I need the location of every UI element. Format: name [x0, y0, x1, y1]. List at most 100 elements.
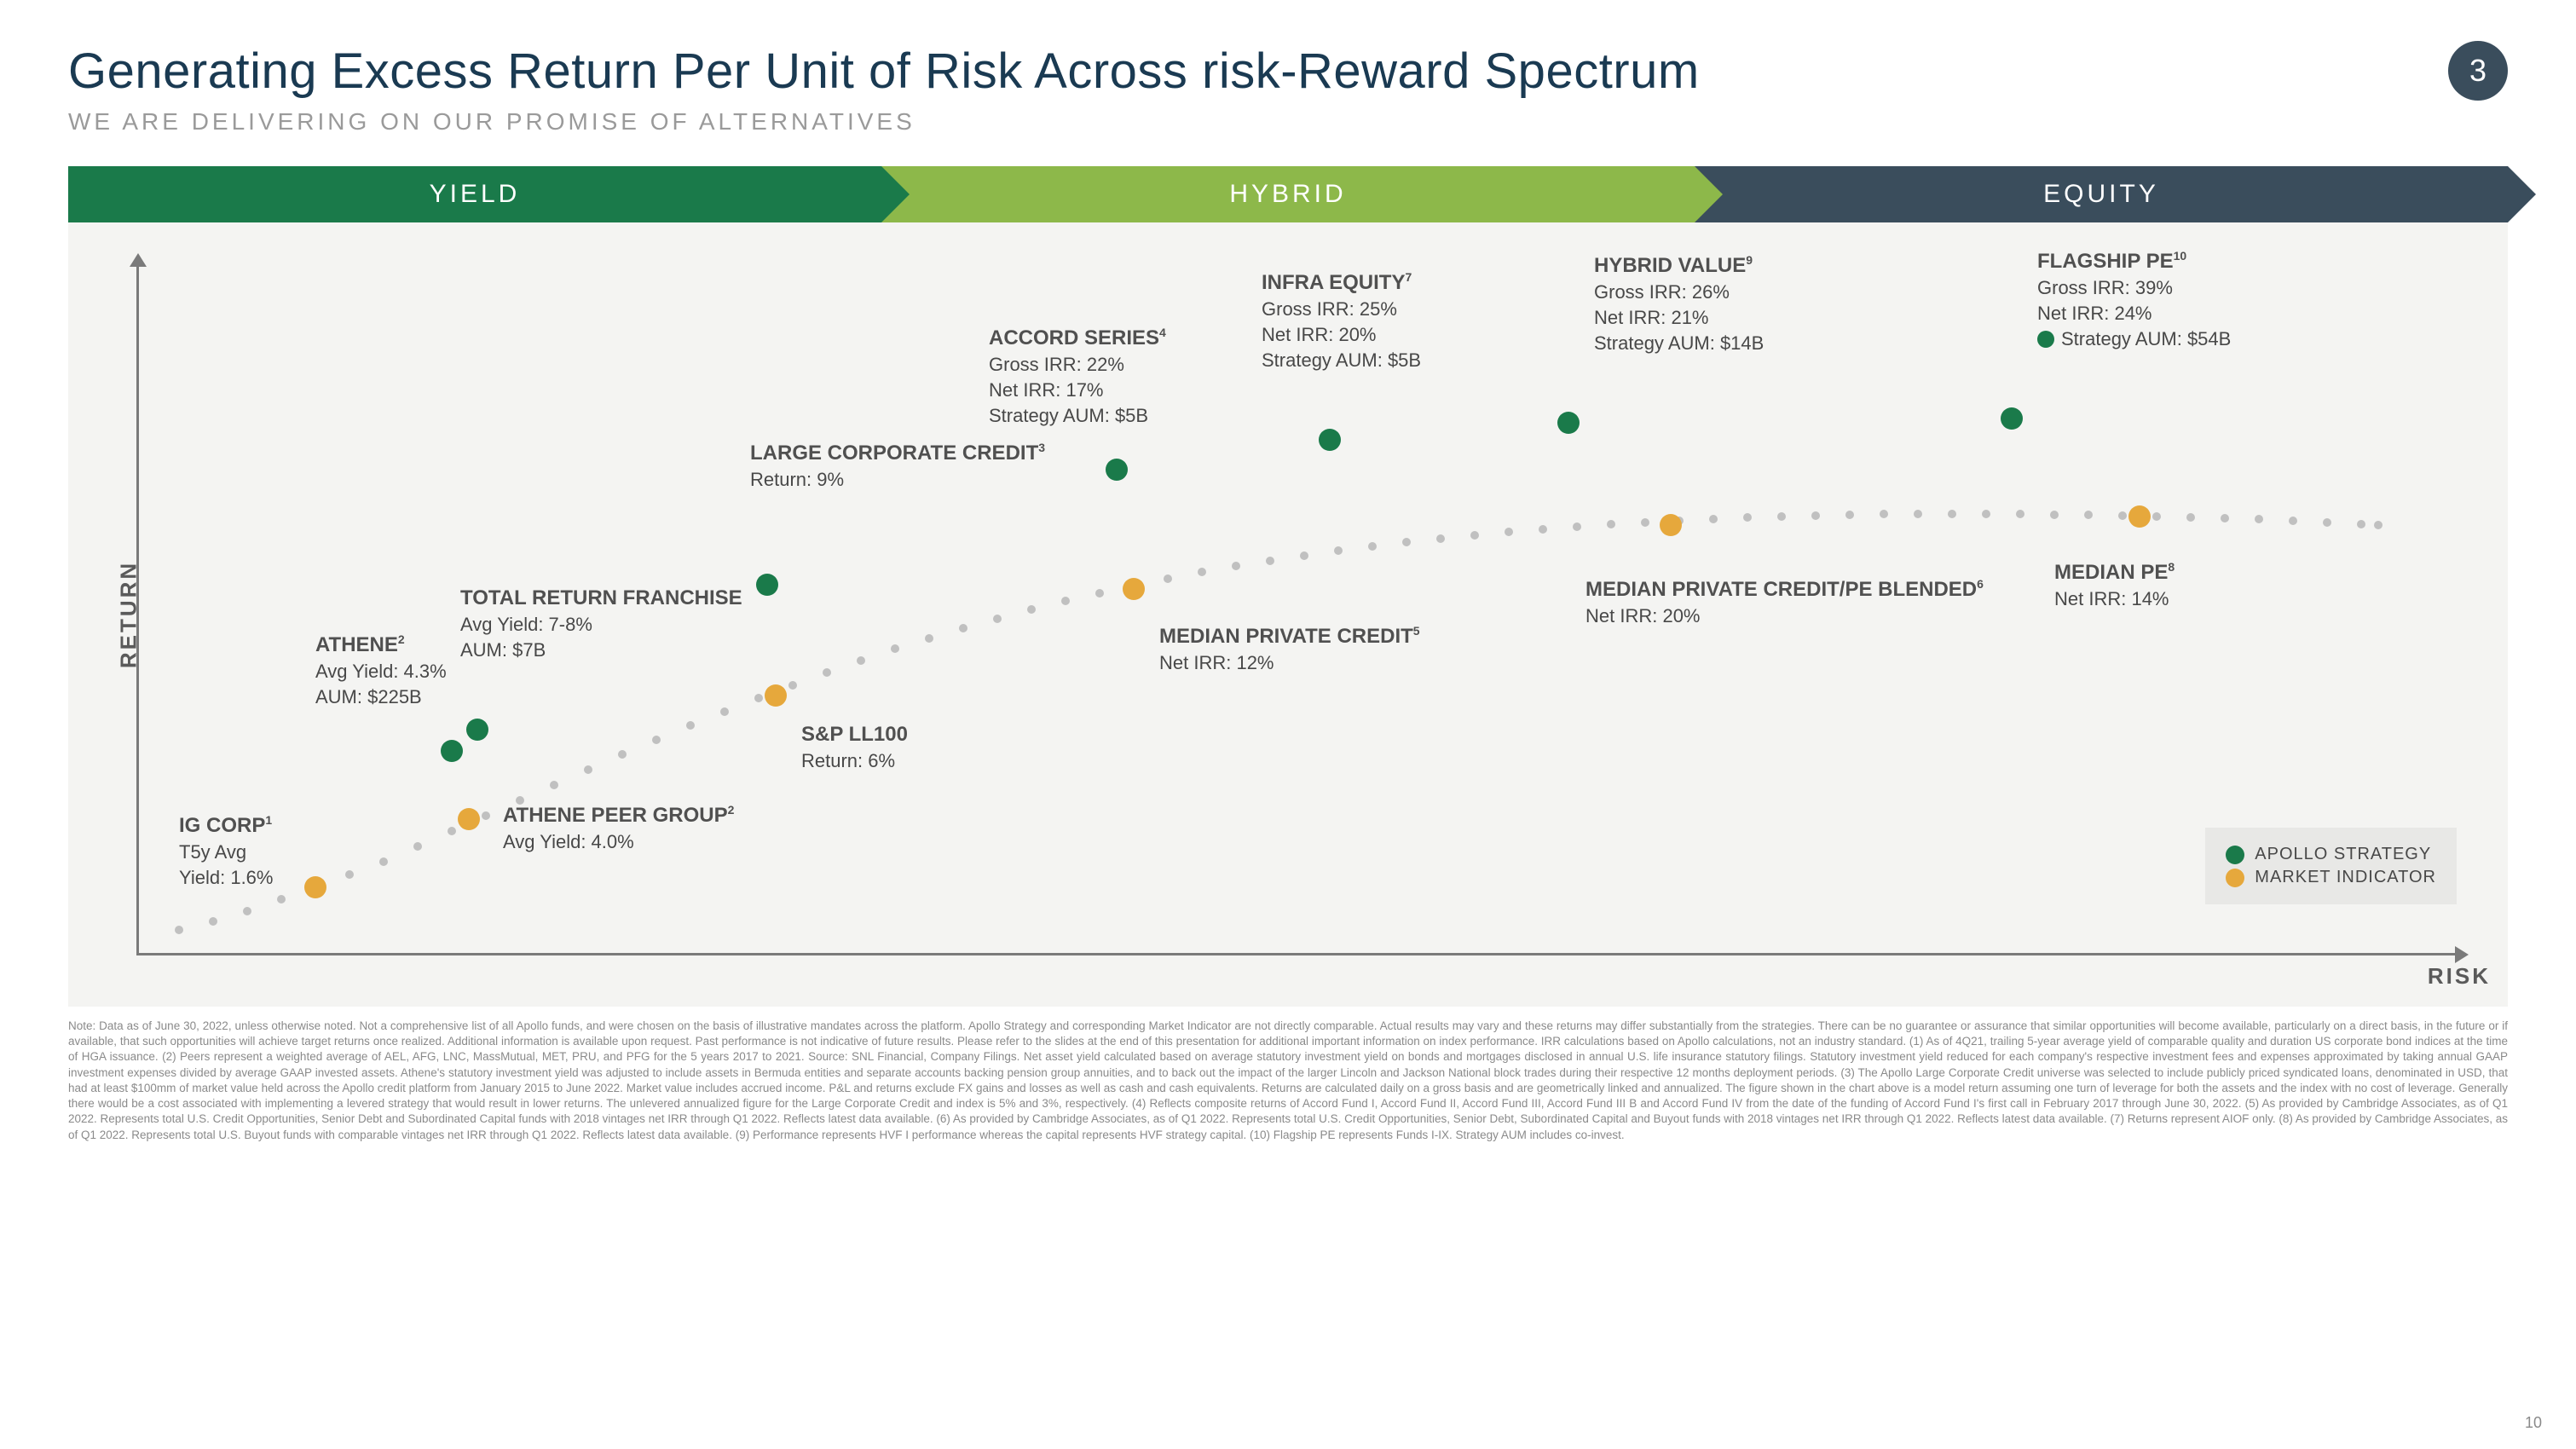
curve-dot	[1334, 546, 1343, 555]
legend-market-label: MARKET INDICATOR	[2255, 868, 2436, 887]
curve-dot	[2152, 512, 2161, 521]
section-hybrid: HYBRID	[881, 166, 1695, 222]
legend-dot-market	[2226, 869, 2244, 887]
curve-dot	[857, 656, 865, 665]
data-point-hybrid_val	[1557, 412, 1580, 434]
label-hybrid_val: HYBRID VALUE9Gross IRR: 26%Net IRR: 21%S…	[1594, 252, 1764, 355]
curve-dot	[959, 624, 967, 632]
curve-dot	[1948, 510, 1956, 518]
page-subtitle: WE ARE DELIVERING ON OUR PROMISE OF ALTE…	[68, 108, 2508, 136]
label-spll: S&P LL100Return: 6%	[801, 721, 908, 774]
category-sections: YIELD HYBRID EQUITY	[68, 166, 2508, 222]
curve-dot	[550, 781, 558, 789]
curve-dot	[2357, 520, 2365, 528]
data-point-mpcpe	[1660, 514, 1682, 536]
data-point-infra	[1319, 429, 1341, 451]
data-point-flagship	[2001, 407, 2023, 430]
curve-dot	[175, 926, 183, 934]
curve-dot	[993, 615, 1002, 623]
curve-dot	[1232, 562, 1240, 570]
curve-dot	[209, 917, 217, 926]
data-point-median_pe	[2128, 505, 2151, 528]
section-equity: EQUITY	[1695, 166, 2508, 222]
curve-dot	[686, 721, 695, 730]
curve-dot	[1845, 511, 1854, 519]
curve-dot	[1095, 589, 1104, 597]
curve-dot	[379, 857, 388, 866]
label-mpcpe: MEDIAN PRIVATE CREDIT/PE BLENDED6Net IRR…	[1585, 576, 1984, 629]
curve-dot	[2118, 511, 2127, 520]
curve-dot	[1743, 513, 1752, 522]
section-yield: YIELD	[68, 166, 881, 222]
label-median_pe: MEDIAN PE8Net IRR: 14%	[2054, 559, 2175, 612]
label-flagship: FLAGSHIP PE10Gross IRR: 39%Net IRR: 24%S…	[2037, 248, 2231, 351]
curve-dot	[1505, 528, 1513, 536]
curve-dot	[788, 681, 797, 690]
curve-dot	[2084, 511, 2093, 519]
curve-dot	[2050, 511, 2059, 519]
y-axis	[136, 265, 139, 955]
curve-dot	[754, 694, 763, 702]
label-athene: ATHENE2Avg Yield: 4.3%AUM: $225B	[315, 632, 447, 710]
curve-dot	[482, 811, 490, 820]
label-accord: ACCORD SERIES4Gross IRR: 22%Net IRR: 17%…	[989, 325, 1166, 428]
curve-dot	[720, 707, 729, 716]
curve-dot	[243, 907, 251, 915]
curve-dot	[2255, 515, 2263, 523]
curve-dot	[2289, 517, 2297, 525]
legend-dot-apollo	[2226, 846, 2244, 864]
data-point-large_corp	[756, 574, 778, 596]
legend-market: MARKET INDICATOR	[2226, 868, 2436, 887]
curve-dot	[1198, 568, 1206, 576]
label-mpc: MEDIAN PRIVATE CREDIT5Net IRR: 12%	[1159, 623, 1420, 676]
curve-dot	[1709, 515, 1718, 523]
chart-area: RETURN RISK IG CORP1T5y AvgYield: 1.6%AT…	[68, 222, 2508, 1007]
curve-dot	[1777, 512, 1786, 521]
legend-apollo-label: APOLLO STRATEGY	[2255, 845, 2431, 864]
label-ig_corp: IG CORP1T5y AvgYield: 1.6%	[179, 812, 273, 891]
curve-dot	[1539, 525, 1547, 534]
curve-dot	[1573, 522, 1581, 531]
curve-dot	[2186, 513, 2195, 522]
curve-dot	[413, 842, 422, 851]
curve-dot	[1641, 518, 1649, 527]
data-point-mpc	[1123, 578, 1145, 600]
curve-dot	[823, 668, 831, 677]
curve-dot	[448, 827, 456, 835]
curve-dot	[1368, 542, 1377, 551]
label-large_corp: LARGE CORPORATE CREDIT3Return: 9%	[750, 440, 1045, 493]
legend-apollo: APOLLO STRATEGY	[2226, 845, 2436, 864]
curve-dot	[345, 870, 354, 879]
curve-dot	[2016, 510, 2024, 518]
data-point-spll	[765, 684, 787, 707]
data-point-athene	[441, 740, 463, 762]
x-axis-label: RISK	[2428, 963, 2491, 990]
page-title: Generating Excess Return Per Unit of Ris…	[68, 43, 2508, 100]
slide-badge: 3	[2448, 41, 2508, 101]
footnote: Note: Data as of June 30, 2022, unless o…	[68, 1019, 2508, 1143]
curve-dot	[1470, 531, 1479, 540]
curve-dot	[2323, 518, 2331, 527]
curve-dot	[2221, 514, 2229, 522]
curve-dot	[1811, 511, 1820, 520]
label-athene_peer: ATHENE PEER GROUP2Avg Yield: 4.0%	[503, 802, 734, 855]
curve-dot	[1880, 510, 1888, 518]
label-infra: INFRA EQUITY7Gross IRR: 25%Net IRR: 20%S…	[1262, 269, 1421, 372]
data-point-ig_corp	[304, 876, 326, 898]
curve-dot	[618, 750, 627, 759]
data-point-trf	[466, 719, 488, 741]
curve-dot	[2374, 521, 2383, 529]
curve-dot	[1300, 551, 1308, 560]
legend: APOLLO STRATEGY MARKET INDICATOR	[2205, 828, 2457, 904]
data-point-accord	[1106, 459, 1128, 481]
curve-dot	[1164, 574, 1172, 583]
curve-dot	[1982, 510, 1990, 518]
curve-dot	[891, 644, 899, 653]
curve-dot	[277, 895, 286, 903]
curve-dot	[1914, 510, 1922, 518]
page-number: 10	[2525, 1414, 2542, 1432]
curve-dot	[1061, 597, 1070, 605]
curve-dot	[652, 736, 661, 744]
curve-dot	[1436, 534, 1445, 543]
curve-dot	[925, 634, 933, 643]
